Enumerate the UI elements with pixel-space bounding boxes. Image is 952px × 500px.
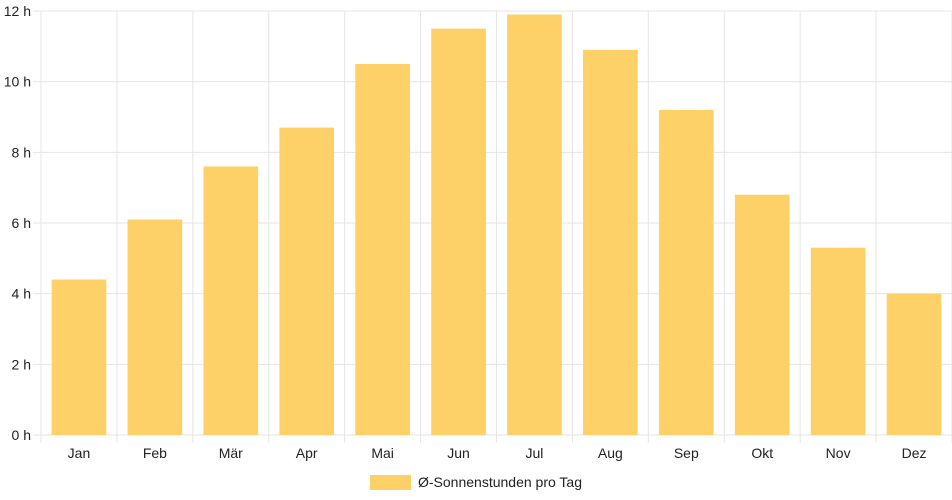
x-tick-label: Aug	[598, 445, 623, 461]
x-tick-label: Dez	[902, 445, 927, 461]
legend-swatch	[370, 475, 411, 490]
y-tick-label: 4 h	[12, 286, 31, 302]
x-tick-label: Apr	[296, 445, 318, 461]
bar	[658, 109, 714, 435]
y-tick-label: 0 h	[12, 427, 31, 443]
bar	[810, 247, 866, 435]
bar	[279, 127, 335, 435]
bar	[431, 28, 486, 436]
legend-label: Ø-Sonnenstunden pro Tag	[418, 474, 582, 490]
y-tick-label: 2 h	[12, 356, 31, 372]
x-tick-label: Mai	[371, 445, 394, 461]
x-tick-label: Feb	[143, 445, 167, 461]
bar	[127, 219, 183, 435]
x-tick-label: Sep	[674, 445, 699, 461]
x-tick-label: Jul	[526, 445, 544, 461]
bar	[583, 49, 638, 435]
x-tick-label: Mär	[219, 445, 243, 461]
bar	[886, 293, 942, 435]
bars	[51, 14, 942, 436]
y-tick-label: 12 h	[4, 3, 31, 19]
bar	[203, 166, 259, 435]
x-tick-label: Jun	[447, 445, 470, 461]
bar	[51, 279, 107, 435]
bar	[734, 194, 790, 435]
legend: Ø-Sonnenstunden pro Tag	[370, 474, 582, 490]
x-tick-label: Jan	[68, 445, 91, 461]
bar	[507, 14, 562, 436]
y-tick-label: 6 h	[12, 215, 31, 231]
bar	[355, 64, 410, 435]
gridlines	[33, 10, 952, 443]
x-tick-label: Okt	[751, 445, 773, 461]
y-tick-label: 10 h	[4, 74, 31, 90]
y-tick-label: 8 h	[12, 144, 31, 160]
x-tick-label: Nov	[826, 445, 851, 461]
axes: 0 h 2 h 4 h 6 h 8 h 10 h 12 h Jan Feb Mär Apr Mai Ju…	[4, 3, 927, 461]
